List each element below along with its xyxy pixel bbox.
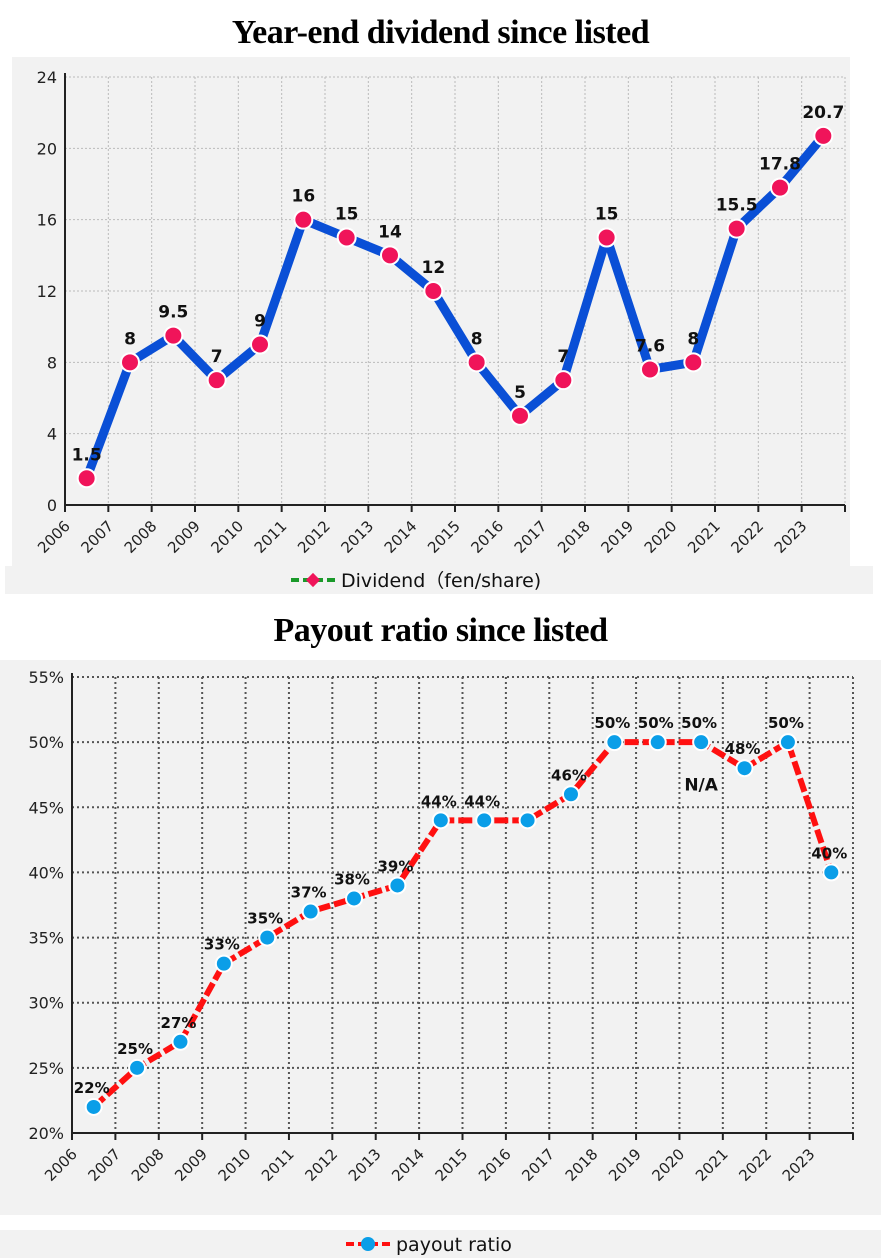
data-point — [778, 733, 797, 752]
data-point — [163, 325, 184, 346]
data-label: 17.8 — [759, 155, 801, 175]
data-label: 44% — [421, 792, 457, 810]
data-label: 15.5 — [716, 196, 758, 216]
data-point — [596, 227, 617, 248]
y-tick-label: 12 — [37, 282, 57, 301]
y-tick-label: 0 — [47, 496, 57, 515]
data-label: 25% — [117, 1040, 153, 1058]
legend-diamond-icon — [305, 572, 321, 588]
data-point — [475, 811, 494, 830]
data-point — [336, 227, 357, 248]
data-label: 8 — [687, 329, 699, 349]
data-label: 50% — [594, 714, 630, 732]
data-point — [822, 863, 841, 882]
y-tick-label: 50% — [28, 733, 64, 752]
data-point — [640, 359, 660, 380]
legend-circle-icon — [361, 1237, 375, 1251]
data-point — [510, 405, 530, 426]
data-point — [171, 1032, 190, 1051]
y-tick-label: 25% — [28, 1059, 64, 1078]
data-label: 15 — [595, 205, 619, 225]
data-label: 33% — [204, 936, 240, 954]
data-point — [466, 352, 487, 373]
data-point — [380, 245, 400, 266]
data-label: 37% — [291, 884, 327, 902]
data-point — [431, 811, 450, 830]
chart-background — [12, 57, 850, 567]
data-label: 50% — [768, 714, 804, 732]
data-label: 15 — [335, 205, 359, 225]
data-point — [76, 468, 97, 489]
data-label: 22% — [74, 1079, 110, 1097]
data-label: 14 — [378, 222, 402, 242]
data-point — [770, 177, 790, 198]
data-point — [561, 785, 580, 804]
data-point — [388, 876, 407, 895]
data-label: 46% — [551, 766, 587, 784]
data-label: 48% — [725, 740, 761, 758]
legend-label: payout ratio — [396, 1234, 512, 1256]
y-tick-label: 30% — [28, 994, 64, 1013]
legend-label: Dividend（fen/share) — [341, 570, 541, 592]
data-label: 35% — [247, 910, 283, 928]
annotation-na: N/A — [684, 775, 718, 795]
data-point — [250, 334, 270, 355]
data-point — [605, 733, 624, 752]
y-tick-label: 55% — [28, 668, 64, 687]
y-tick-label: 45% — [28, 798, 64, 817]
y-tick-label: 20 — [37, 139, 57, 158]
payout-chart-title: Payout ratio since listed — [273, 612, 608, 649]
dividend-chart-title: Year-end dividend since listed — [231, 14, 650, 51]
data-point — [518, 811, 537, 830]
data-label: 27% — [161, 1014, 197, 1032]
data-point — [813, 125, 834, 146]
data-label: 44% — [464, 792, 500, 810]
y-tick-label: 24 — [37, 68, 57, 87]
data-label: 50% — [638, 714, 674, 732]
y-tick-label: 16 — [37, 211, 57, 230]
legend-background — [5, 566, 873, 594]
data-label: 38% — [334, 870, 370, 888]
data-label: 20.7 — [802, 103, 844, 123]
data-point — [345, 889, 364, 908]
data-point — [423, 281, 444, 301]
data-point — [206, 370, 227, 391]
y-tick-label: 40% — [28, 863, 64, 882]
chart-background — [0, 660, 881, 1215]
data-label: 8 — [471, 329, 483, 349]
data-point — [301, 902, 320, 921]
data-label: 8 — [124, 329, 136, 349]
data-point — [692, 733, 711, 752]
data-label: 9.5 — [158, 303, 188, 323]
y-tick-label: 8 — [47, 353, 57, 372]
data-point — [648, 733, 667, 752]
data-point — [128, 1058, 147, 1077]
data-point — [258, 928, 277, 947]
data-point — [120, 352, 140, 373]
data-point — [84, 1097, 103, 1116]
data-label: 40% — [811, 844, 847, 862]
data-point — [293, 209, 314, 230]
data-label: 7.6 — [635, 336, 665, 356]
series-line — [82, 132, 827, 480]
data-label: 7 — [211, 347, 223, 367]
data-label: 1.5 — [72, 445, 102, 465]
data-label: 9 — [254, 312, 266, 332]
data-point — [683, 352, 704, 373]
data-label: 50% — [681, 714, 717, 732]
y-tick-label: 20% — [28, 1124, 64, 1143]
data-point — [735, 759, 754, 778]
y-tick-label: 4 — [47, 425, 57, 444]
data-label: 16 — [291, 187, 315, 207]
y-tick-label: 35% — [28, 929, 64, 948]
data-point — [553, 370, 574, 391]
data-label: 7 — [557, 347, 569, 367]
data-label: 12 — [421, 258, 445, 278]
data-point — [726, 218, 747, 239]
data-label: 39% — [377, 857, 413, 875]
data-point — [214, 954, 233, 973]
data-label: 5 — [514, 383, 526, 403]
legend-background — [0, 1230, 881, 1258]
